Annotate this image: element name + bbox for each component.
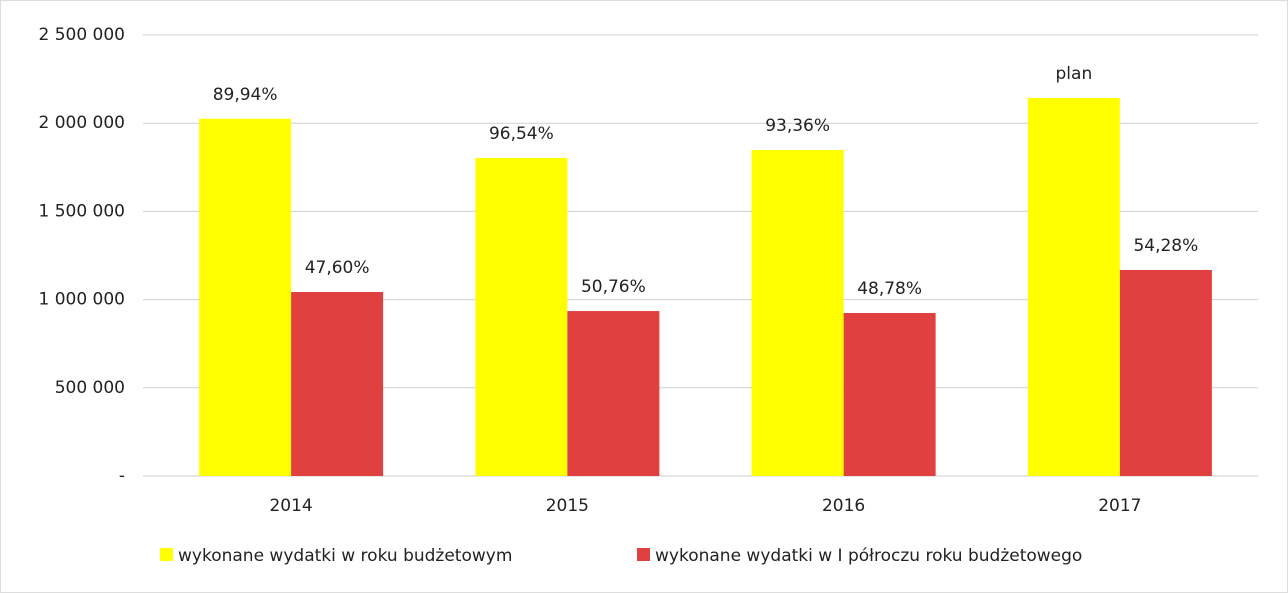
data-label: 96,54% [489, 124, 554, 144]
data-label: plan [1056, 64, 1093, 84]
y-tick-label: - [119, 466, 125, 486]
y-tick-label: 500 000 [55, 378, 125, 398]
bar [751, 150, 844, 476]
y-tick-label: 2 000 000 [38, 113, 125, 133]
legend-label: wykonane wydatki w I półroczu roku budże… [655, 546, 1082, 566]
y-tick-label: 2 500 000 [38, 25, 125, 45]
legend-swatch [637, 548, 650, 561]
x-tick-label: 2016 [822, 496, 865, 516]
bar [1027, 97, 1120, 477]
legend-swatch [160, 548, 173, 561]
data-label: 47,60% [305, 258, 370, 278]
x-tick-label: 2014 [269, 496, 312, 516]
data-label: 93,36% [765, 116, 830, 136]
bar [843, 313, 936, 476]
y-tick-label: 1 000 000 [38, 290, 125, 310]
x-tick-label: 2015 [546, 496, 589, 516]
data-label: 48,78% [857, 279, 922, 299]
data-label: 89,94% [213, 85, 278, 105]
bar [475, 157, 568, 476]
bar [1119, 269, 1212, 476]
x-tick-label: 2017 [1098, 496, 1141, 516]
bar [567, 311, 660, 476]
data-label: 50,76% [581, 277, 646, 297]
bar [291, 292, 384, 476]
data-label: 54,28% [1133, 236, 1198, 256]
bar [199, 118, 292, 476]
y-tick-label: 1 500 000 [38, 201, 125, 221]
legend-label: wykonane wydatki w roku budżetowym [178, 546, 512, 566]
